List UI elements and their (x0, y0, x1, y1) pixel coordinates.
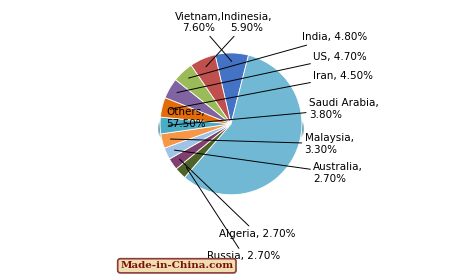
Text: Saudi Arabia,
3.80%: Saudi Arabia, 3.80% (169, 98, 378, 125)
Text: Russia, 2.70%: Russia, 2.70% (186, 167, 280, 261)
Wedge shape (191, 55, 231, 124)
Wedge shape (160, 98, 231, 124)
Ellipse shape (158, 113, 304, 152)
Text: Vietnam,
7.60%: Vietnam, 7.60% (175, 12, 232, 61)
Ellipse shape (158, 108, 304, 147)
Wedge shape (176, 65, 231, 124)
Text: Iran, 4.50%: Iran, 4.50% (170, 71, 373, 109)
Ellipse shape (158, 111, 304, 150)
Wedge shape (170, 124, 231, 169)
Text: Algeria, 2.70%: Algeria, 2.70% (180, 159, 295, 239)
Text: India, 4.80%: India, 4.80% (188, 32, 367, 78)
Wedge shape (215, 53, 249, 124)
Ellipse shape (158, 109, 304, 148)
Ellipse shape (158, 111, 304, 151)
Text: Made-in-China.com: Made-in-China.com (120, 261, 233, 270)
Ellipse shape (158, 106, 304, 145)
Text: Malaysia,
3.30%: Malaysia, 3.30% (170, 133, 353, 155)
Ellipse shape (158, 112, 304, 152)
Wedge shape (185, 55, 302, 195)
Ellipse shape (158, 110, 304, 150)
Ellipse shape (158, 110, 304, 149)
Wedge shape (164, 124, 231, 159)
Ellipse shape (158, 106, 304, 146)
Ellipse shape (158, 107, 304, 147)
Text: Indinesia,
5.90%: Indinesia, 5.90% (206, 12, 272, 67)
Text: Others,
57.50%: Others, 57.50% (166, 107, 206, 129)
Ellipse shape (158, 108, 304, 148)
Text: Australia,
2.70%: Australia, 2.70% (174, 150, 363, 184)
Text: US, 4.70%: US, 4.70% (177, 52, 367, 93)
Wedge shape (160, 117, 231, 134)
Wedge shape (165, 80, 231, 124)
Wedge shape (176, 124, 231, 177)
Wedge shape (161, 124, 231, 148)
